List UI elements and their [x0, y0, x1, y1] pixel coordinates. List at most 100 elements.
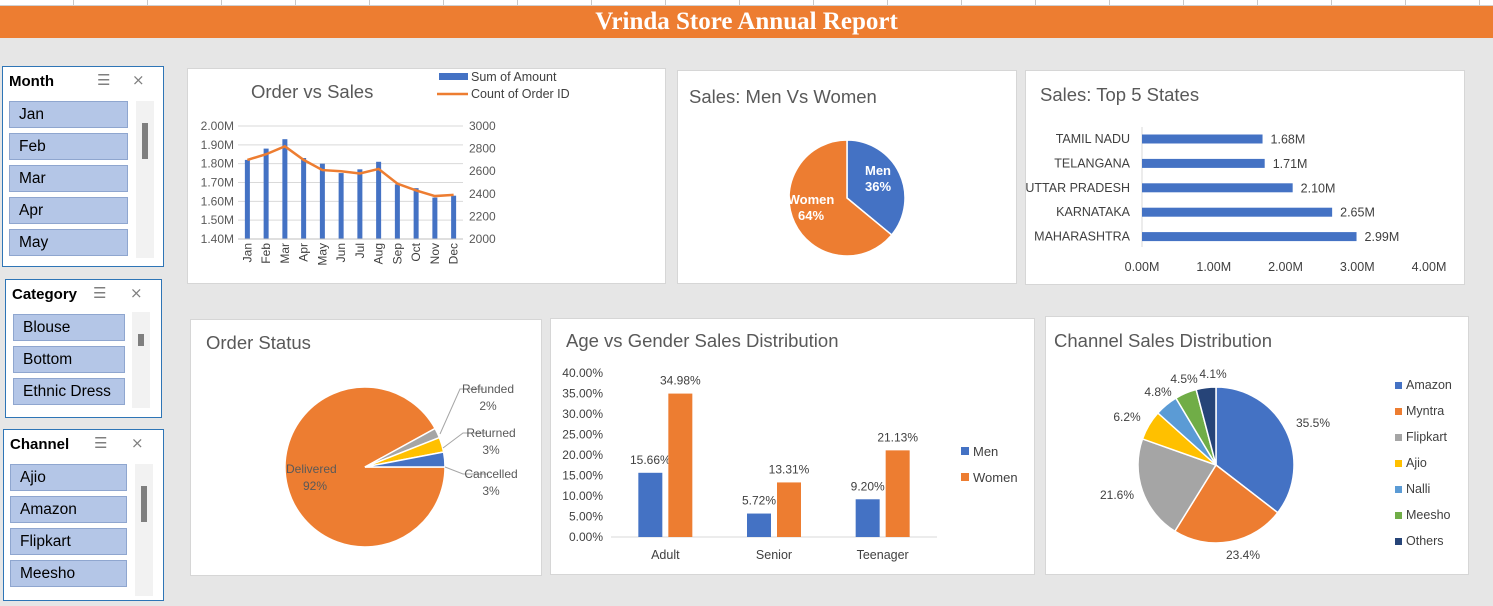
y-left-tick-label: 1.50M [201, 213, 234, 227]
x-tick-label: 4.00M [1412, 260, 1447, 274]
legend-swatch-others [1395, 538, 1402, 545]
spreadsheet-grid-strip [0, 0, 1493, 6]
slicer-item-feb[interactable]: Feb [9, 133, 128, 160]
y-tick-label: 15.00% [562, 469, 603, 483]
state-value-label: 1.71M [1273, 157, 1308, 171]
chart-title: Age vs Gender Sales Distribution [566, 330, 839, 351]
age-gender-chart: Age vs Gender Sales Distribution 40.00% 35… [562, 330, 1018, 562]
slicer-item-jan[interactable]: Jan [9, 101, 128, 128]
state-bar [1142, 134, 1263, 144]
channel-slicer-scrollbar[interactable] [135, 464, 153, 596]
pie-value: 23.4% [1226, 548, 1260, 562]
y-tick-label: 5.00% [569, 510, 603, 524]
bar-sum-of-amount [263, 148, 269, 239]
multi-select-icon[interactable]: ☰ [93, 285, 107, 302]
y-left-tick-label: 1.90M [201, 138, 234, 152]
pie-value: 3% [482, 484, 500, 498]
slicer-item-ajio[interactable]: Ajio [10, 464, 127, 491]
y-right-tick-label: 3000 [469, 119, 496, 133]
order-status-panel: Order Status Delivered 92% Refunded 2% Return… [190, 319, 542, 576]
y-right-tick-label: 2000 [469, 232, 496, 246]
y-tick-label: 20.00% [562, 448, 603, 462]
legend-swatch-meesho [1395, 512, 1402, 519]
bar-men [855, 499, 880, 537]
x-tick-label: Jan [240, 243, 254, 262]
x-tick-label: Dec [447, 243, 461, 264]
x-tick-label: Mar [278, 243, 292, 264]
x-tick-label: Oct [409, 242, 423, 261]
x-tick-label: Senior [756, 548, 792, 562]
bar-sum-of-amount [413, 188, 419, 239]
age-gender-panel: Age vs Gender Sales Distribution 40.00% 35… [550, 318, 1035, 575]
line-count-of-order-id [247, 144, 454, 198]
data-label: 9.20% [851, 479, 885, 493]
clear-filter-icon[interactable]: ⨯ [131, 435, 144, 452]
y-left-tick-label: 1.60M [201, 194, 234, 208]
clear-filter-icon[interactable]: ⨯ [132, 72, 145, 89]
slicer-item-meesho[interactable]: Meesho [10, 560, 127, 587]
chart-title: Sales: Top 5 States [1040, 84, 1199, 105]
state-label: TAMIL NADU [1056, 132, 1130, 146]
state-bar [1142, 183, 1293, 193]
y-left-tick-label: 1.80M [201, 157, 234, 171]
x-tick-label: Jun [334, 243, 348, 262]
bar-sum-of-amount [376, 161, 382, 239]
scroll-thumb[interactable] [142, 123, 148, 159]
scroll-thumb[interactable] [141, 486, 147, 522]
legend-swatch-flipkart [1395, 434, 1402, 441]
legend-label: Myntra [1406, 404, 1444, 418]
state-bar [1142, 232, 1357, 242]
multi-select-icon[interactable]: ☰ [94, 435, 108, 452]
slicer-item-ethnic-dress[interactable]: Ethnic Dress [13, 378, 125, 405]
x-tick-label: Teenager [857, 548, 909, 562]
pie-slice-myntra [1173, 463, 1279, 544]
x-tick-label: 3.00M [1340, 260, 1375, 274]
clear-filter-icon[interactable]: ⨯ [130, 285, 143, 302]
legend-swatch-nalli [1395, 486, 1402, 493]
pie-label: Women [788, 192, 835, 207]
scroll-thumb[interactable] [138, 334, 144, 346]
slicer-item-may[interactable]: May [9, 229, 128, 256]
pie-value: 4.8% [1144, 385, 1172, 399]
pie-label: Refunded [462, 382, 514, 396]
x-tick-label: 1.00M [1196, 260, 1231, 274]
legend-label: Count of Order ID [471, 87, 570, 101]
pie-slice-flipkart [1137, 437, 1218, 533]
legend-label: Sum of Amount [471, 70, 557, 84]
state-label: TELANGANA [1054, 156, 1130, 170]
pie-label: Delivered [286, 462, 337, 476]
state-label: KARNATAKA [1056, 205, 1131, 219]
legend-label: Meesho [1406, 508, 1451, 522]
data-label: 13.31% [769, 462, 810, 476]
category-slicer: Category ☰ ⨯ Blouse Bottom Ethnic Dress [5, 279, 162, 418]
pie-slice-men [846, 139, 906, 237]
bar-sum-of-amount [451, 195, 457, 239]
y-tick-label: 40.00% [562, 366, 603, 380]
slicer-item-apr[interactable]: Apr [9, 197, 128, 224]
slicer-item-bottom[interactable]: Bottom [13, 346, 125, 373]
y-tick-label: 30.00% [562, 407, 603, 421]
month-slicer-header: Month [9, 73, 54, 90]
pie-value: 4.5% [1170, 372, 1198, 386]
slicer-item-flipkart[interactable]: Flipkart [10, 528, 127, 555]
category-slicer-scrollbar[interactable] [132, 312, 150, 408]
bar-sum-of-amount [301, 158, 307, 239]
month-slicer-scrollbar[interactable] [136, 101, 154, 258]
bar-sum-of-amount [432, 197, 438, 239]
slicer-item-blouse[interactable]: Blouse [13, 314, 125, 341]
top-states-panel: Sales: Top 5 States TAMIL NADU 1.68M TELANG… [1025, 70, 1465, 285]
slicer-item-amazon[interactable]: Amazon [10, 496, 127, 523]
pie-label: Returned [466, 426, 515, 440]
legend-label: Nalli [1406, 482, 1430, 496]
legend-label: Ajio [1406, 456, 1427, 470]
bar-men [747, 513, 771, 537]
channel-sales-panel: Channel Sales Distribution 35.5% Amazon 23.… [1045, 316, 1469, 575]
y-left-tick-label: 1.40M [201, 232, 234, 246]
multi-select-icon[interactable]: ☰ [97, 72, 111, 89]
legend-label: Women [973, 470, 1018, 485]
pie-slice-amazon [1215, 386, 1295, 514]
slicer-item-mar[interactable]: Mar [9, 165, 128, 192]
legend-swatch-women [961, 473, 969, 481]
x-tick-label: Aug [372, 243, 386, 264]
